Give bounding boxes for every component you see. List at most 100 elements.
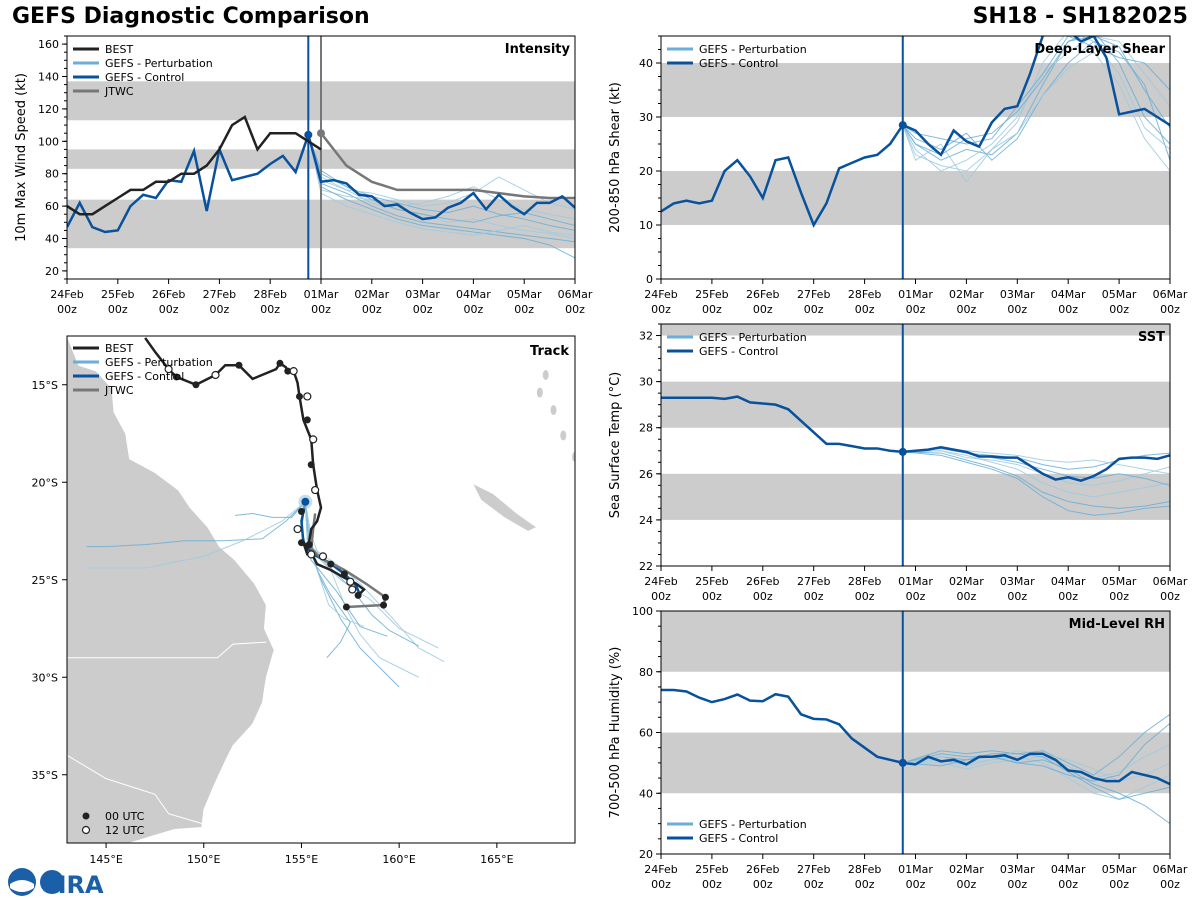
intensity-xtick-date: 02Mar xyxy=(354,288,389,301)
shear-xtick-date: 27Feb xyxy=(797,288,830,301)
track-panel: 145°E 150°E 155°E 160°E 165°E 15°S 20°S 25°S 30°… xyxy=(32,335,576,866)
shear-xtick-hour: 00z xyxy=(702,303,722,316)
track-marker-legend-12utc xyxy=(81,825,91,835)
sst-xtick-date: 25Feb xyxy=(695,575,728,588)
intensity-xtick-hour: 00z xyxy=(514,303,534,316)
intensity-panel: 20 40 60 80 100 120 140 160 24Feb 00z 25Feb 00z 26Fe… xyxy=(14,35,593,316)
sst-xtick-hour: 00z xyxy=(651,590,671,603)
intensity-legend-label: JTWC xyxy=(104,85,134,98)
rh-plot-area xyxy=(661,611,1170,854)
sst-band xyxy=(661,324,1170,336)
shear-xtick-hour: 00z xyxy=(753,303,773,316)
rh-xtick-hour: 00z xyxy=(651,878,671,891)
rh-xtick-date: 26Feb xyxy=(746,863,779,876)
rh-xtick-date: 25Feb xyxy=(695,863,728,876)
intensity-ytick-label: 120 xyxy=(38,103,59,116)
intensity-xtick-hour: 00z xyxy=(464,303,484,316)
sst-xtick-hour: 00z xyxy=(906,590,926,603)
sst-xtick-date: 28Feb xyxy=(848,575,881,588)
rh-xtick-hour: 00z xyxy=(1058,878,1078,891)
rh-band xyxy=(661,611,1170,672)
rh-ytick-label: 40 xyxy=(639,787,653,800)
shear-perturbation-line xyxy=(902,36,1170,156)
sst-perturbation-line xyxy=(902,450,1170,498)
intensity-xtick-hour: 00z xyxy=(159,303,179,316)
track-best-12utc-marker xyxy=(293,524,302,534)
state-border-nsw-vic xyxy=(67,754,202,824)
shear-xtick-hour: 00z xyxy=(651,303,671,316)
track-legend-label: JTWC xyxy=(104,384,134,397)
vanuatu-island xyxy=(550,405,557,416)
rh-perturbation-line xyxy=(902,713,1170,776)
australia-landmass xyxy=(67,336,275,843)
intensity-xtick-date: 06Mar xyxy=(558,288,593,301)
rh-title: Mid-Level RH xyxy=(1069,617,1165,632)
track-lon-label: 150°E xyxy=(187,853,220,866)
sst-xtick-date: 02Mar xyxy=(949,575,984,588)
track-lat-label: 15°S xyxy=(32,379,58,392)
shear-band xyxy=(661,171,1170,225)
sst-xtick-hour: 00z xyxy=(804,590,824,603)
track-lat-label: 20°S xyxy=(32,476,58,489)
shear-ytick-label: 0 xyxy=(646,273,653,286)
sst-xtick-hour: 00z xyxy=(1109,590,1129,603)
track-lon-label: 160°E xyxy=(382,853,415,866)
sst-xtick-hour: 00z xyxy=(1058,590,1078,603)
track-best-00utc-marker xyxy=(276,359,284,367)
intensity-xtick-date: 26Feb xyxy=(152,288,185,301)
track-best-00utc-marker xyxy=(235,361,243,369)
intensity-plot-area xyxy=(67,36,575,279)
shear-xtick-date: 26Feb xyxy=(746,288,779,301)
sst-xtick-hour: 00z xyxy=(1007,590,1027,603)
track-marker-legend-label: 00 UTC xyxy=(105,810,145,823)
track-perturbation-line xyxy=(304,501,445,663)
track-best-00utc-marker xyxy=(284,367,292,375)
shear-control-line xyxy=(661,36,1170,228)
sst-ytick-label: 24 xyxy=(639,514,653,527)
shear-xtick-date: 28Feb xyxy=(848,288,881,301)
rh-xtick-hour: 00z xyxy=(702,878,722,891)
track-lon-label: 165°E xyxy=(480,853,513,866)
rh-legend-label: GEFS - Control xyxy=(699,832,778,845)
track-best-12utc-marker xyxy=(303,392,312,401)
track-lat-label: 35°S xyxy=(32,769,58,782)
shear-xtick-hour: 00z xyxy=(957,303,977,316)
rh-ytick-label: 100 xyxy=(632,605,653,618)
shear-xtick-hour: 00z xyxy=(906,303,926,316)
intensity-legend-label: GEFS - Perturbation xyxy=(105,57,213,70)
track-plot-area xyxy=(67,336,575,843)
track-legend-label: GEFS - Control xyxy=(105,370,184,383)
sst-ytick-label: 22 xyxy=(639,560,653,573)
cira-logo-text: CIRA xyxy=(40,871,104,899)
track-best-12utc-marker xyxy=(211,370,220,380)
shear-xtick-hour: 00z xyxy=(1109,303,1129,316)
rh-xtick-hour: 00z xyxy=(957,878,977,891)
sst-title: SST xyxy=(1138,330,1165,345)
state-border-qld-nsw xyxy=(67,641,267,659)
rh-xtick-date: 01Mar xyxy=(898,863,933,876)
rh-xtick-hour: 00z xyxy=(1007,878,1027,891)
sst-xtick-date: 03Mar xyxy=(1000,575,1035,588)
sst-ytick-label: 30 xyxy=(639,376,653,389)
track-best-12utc-marker xyxy=(318,552,328,561)
intensity-jtwc-point xyxy=(317,129,325,138)
intensity-ylabel: 10m Max Wind Speed (kt) xyxy=(14,73,29,242)
track-best-00utc-marker xyxy=(192,381,200,389)
track-jtwc-00utc-marker xyxy=(380,601,388,609)
intensity-legend-label: GEFS - Control xyxy=(105,71,184,84)
shear-ytick-label: 20 xyxy=(639,165,653,178)
intensity-perturbation-line xyxy=(307,134,575,243)
sst-xtick-hour: 00z xyxy=(753,590,773,603)
intensity-ytick-label: 40 xyxy=(45,233,59,246)
sst-init-point xyxy=(898,447,907,456)
intensity-xtick-date: 27Feb xyxy=(203,288,236,301)
rh-xtick-date: 28Feb xyxy=(848,863,881,876)
rh-xtick-hour: 00z xyxy=(1160,878,1180,891)
shear-plot-area xyxy=(661,36,1170,279)
shear-xtick-date: 04Mar xyxy=(1051,288,1086,301)
shear-xtick-hour: 00z xyxy=(855,303,875,316)
track-lon-label: 155°E xyxy=(285,853,318,866)
shear-xtick-hour: 00z xyxy=(1160,303,1180,316)
track-best-00utc-marker xyxy=(307,461,315,469)
track-legend-label: BEST xyxy=(105,342,133,355)
